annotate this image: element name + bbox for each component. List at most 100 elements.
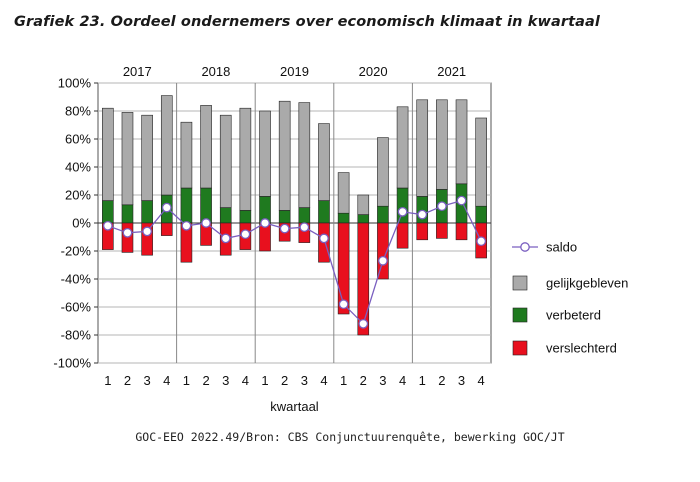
legend-label-verbeterd: verbeterd (546, 308, 601, 323)
bar-verslechterd (121, 222, 134, 253)
bar-gelijkgebleven (259, 110, 271, 197)
bar-gelijkgebleven (377, 137, 389, 207)
saldo-point (378, 255, 388, 266)
y-tick-label: 100% (58, 76, 92, 91)
saldo-point (240, 229, 251, 240)
bar-verslechterd (337, 222, 350, 315)
legend-swatch-verslechterd (512, 340, 528, 356)
year-label: 2019 (280, 64, 309, 79)
bar-verbeterd (239, 210, 252, 224)
x-tick-label: 2 (202, 373, 209, 388)
bar-verbeterd (121, 204, 134, 224)
saldo-point (437, 201, 447, 212)
bar-gelijkgebleven (102, 107, 114, 201)
saldo-point (299, 222, 310, 233)
y-tick-label: -20% (61, 244, 92, 259)
x-tick-label: 4 (399, 373, 406, 388)
y-tick-label: 80% (65, 104, 91, 119)
x-tick-label: 3 (301, 373, 308, 388)
bar-gelijkgebleven (160, 95, 173, 196)
legend-label-verslechterd: verslechterd (546, 341, 617, 356)
bar-gelijkgebleven (475, 117, 487, 207)
saldo-point (279, 223, 290, 234)
legend: saldo gelijkgebleven verbeterd verslechterd (512, 240, 628, 356)
bar-verbeterd (357, 214, 370, 224)
bar-verbeterd (278, 210, 291, 224)
bar-verslechterd (377, 222, 389, 280)
x-tick-label: 2 (438, 373, 445, 388)
y-tick-label: -60% (61, 300, 92, 315)
y-tick-label: -80% (61, 328, 92, 343)
bar-verbeterd (318, 200, 330, 224)
source-note: GOC-EEO 2022.49/Bron: CBS Conjunctuurenq… (135, 430, 565, 444)
bar-gelijkgebleven (318, 123, 330, 201)
y-tick-label: -40% (61, 272, 92, 287)
y-tick-label: 60% (65, 132, 91, 147)
bar-verbeterd (219, 207, 232, 224)
saldo-point (201, 218, 211, 228)
bar-gelijkgebleven (219, 114, 232, 208)
bar-verbeterd (396, 187, 409, 224)
x-tick-label: 1 (261, 373, 268, 388)
saldo-series (102, 195, 487, 329)
bar-verslechterd (141, 222, 153, 256)
bar-gelijkgebleven (455, 99, 468, 185)
x-axis-label: kwartaal (270, 399, 319, 414)
bar-gelijkgebleven (357, 194, 370, 215)
year-labels: 2017 2018 2019 2020 2021 (123, 64, 466, 79)
bar-verbeterd (200, 187, 212, 224)
year-label: 2018 (201, 64, 230, 79)
saldo-point (358, 318, 369, 329)
x-tick-label: 2 (124, 373, 131, 388)
saldo-point (397, 206, 408, 217)
bar-gelijkgebleven (416, 99, 429, 197)
bar-verbeterd (337, 212, 350, 224)
bar-gelijkgebleven (141, 114, 153, 201)
bar-gelijkgebleven (278, 100, 291, 211)
bar-verbeterd (298, 207, 311, 224)
bar-gelijkgebleven (239, 107, 252, 211)
legend-swatch-gelijkgebleven (512, 275, 528, 291)
saldo-point (102, 220, 113, 231)
bar-gelijkgebleven (121, 112, 134, 206)
saldo-point (161, 202, 172, 213)
x-tick-label: 4 (163, 373, 170, 388)
x-tick-label: 2 (281, 373, 288, 388)
x-tick-label: 3 (222, 373, 229, 388)
bar-gelijkgebleven (396, 106, 409, 189)
bar-verslechterd (455, 222, 468, 241)
bar-verslechterd (416, 222, 429, 241)
legend-swatch-verbeterd (512, 307, 528, 323)
bar-gelijkgebleven (180, 121, 193, 189)
chart-title: Grafiek 23. Oordeel ondernemers over eco… (14, 14, 600, 30)
y-tick-label: 40% (65, 160, 91, 175)
bar-verbeterd (377, 205, 389, 224)
x-tick-label: 4 (478, 373, 485, 388)
x-tick-label: 1 (419, 373, 426, 388)
x-tick-label: 1 (183, 373, 190, 388)
saldo-point (220, 233, 231, 244)
y-tick-label: 20% (65, 188, 91, 203)
x-tick-label: 3 (379, 373, 386, 388)
bar-gelijkgebleven (298, 102, 311, 208)
bar-verslechterd (396, 222, 409, 249)
legend-saldo-marker (520, 242, 530, 252)
bar-verbeterd (180, 187, 193, 224)
chart: 100%80%60%40%20%0%-20%-40%-60%-80%-100% … (53, 64, 628, 414)
bar-gelijkgebleven (436, 99, 448, 190)
saldo-point (142, 226, 152, 237)
saldo-point (260, 218, 270, 228)
legend-label-gelijkgebleven: gelijkgebleven (546, 276, 628, 291)
year-label: 2020 (359, 64, 388, 79)
x-tick-label: 2 (360, 373, 367, 388)
x-tick-label: 3 (144, 373, 151, 388)
bar-verbeterd (475, 205, 487, 224)
x-tick-label: 1 (340, 373, 347, 388)
x-tick-label: 1 (104, 373, 111, 388)
legend-label-saldo: saldo (546, 240, 577, 255)
bar-verslechterd (160, 222, 173, 236)
y-tick-label: 0% (72, 216, 91, 231)
year-label: 2017 (123, 64, 152, 79)
saldo-point (456, 195, 467, 206)
